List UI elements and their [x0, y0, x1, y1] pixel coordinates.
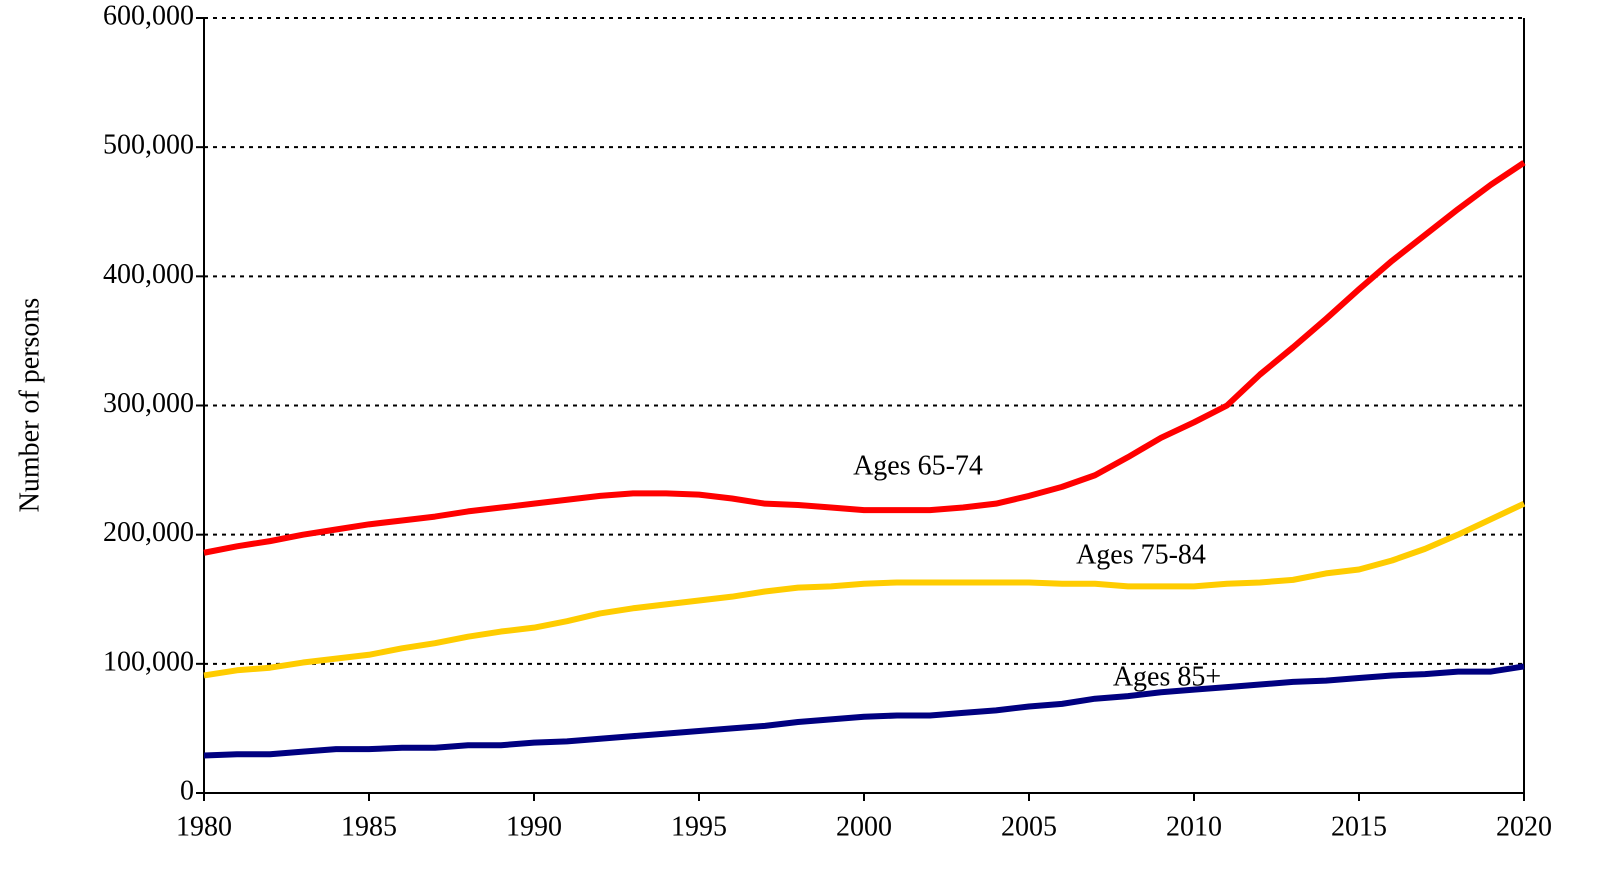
y-tick-label: 100,000: [103, 646, 194, 677]
x-tick-label: 1985: [341, 811, 397, 842]
y-tick-label: 500,000: [103, 130, 194, 161]
x-tick-label: 1980: [176, 811, 232, 842]
axis-frame: [203, 18, 1525, 794]
y-tick-label: 0: [180, 775, 194, 806]
x-tick-label: 2015: [1331, 811, 1387, 842]
series-line: [203, 160, 1526, 556]
x-tick-label: 2010: [1166, 811, 1222, 842]
series-label: Ages 65-74: [853, 450, 983, 481]
y-tick-label: 200,000: [103, 517, 194, 548]
series-label: Ages 85+: [1113, 661, 1221, 692]
y-axis-label: Number of persons: [14, 298, 45, 513]
y-tick-label: 400,000: [103, 259, 194, 290]
x-tick-label: 1995: [671, 811, 727, 842]
x-tick-label: 2000: [836, 811, 892, 842]
series-line: [203, 663, 1525, 759]
x-tick-label: 1990: [506, 811, 562, 842]
series-line: [203, 500, 1526, 679]
series-label: Ages 75-84: [1076, 539, 1206, 570]
y-tick-label: 600,000: [103, 0, 194, 31]
x-tick-label: 2020: [1496, 811, 1552, 842]
x-tick-label: 2005: [1001, 811, 1057, 842]
y-tick-label: 300,000: [103, 388, 194, 419]
